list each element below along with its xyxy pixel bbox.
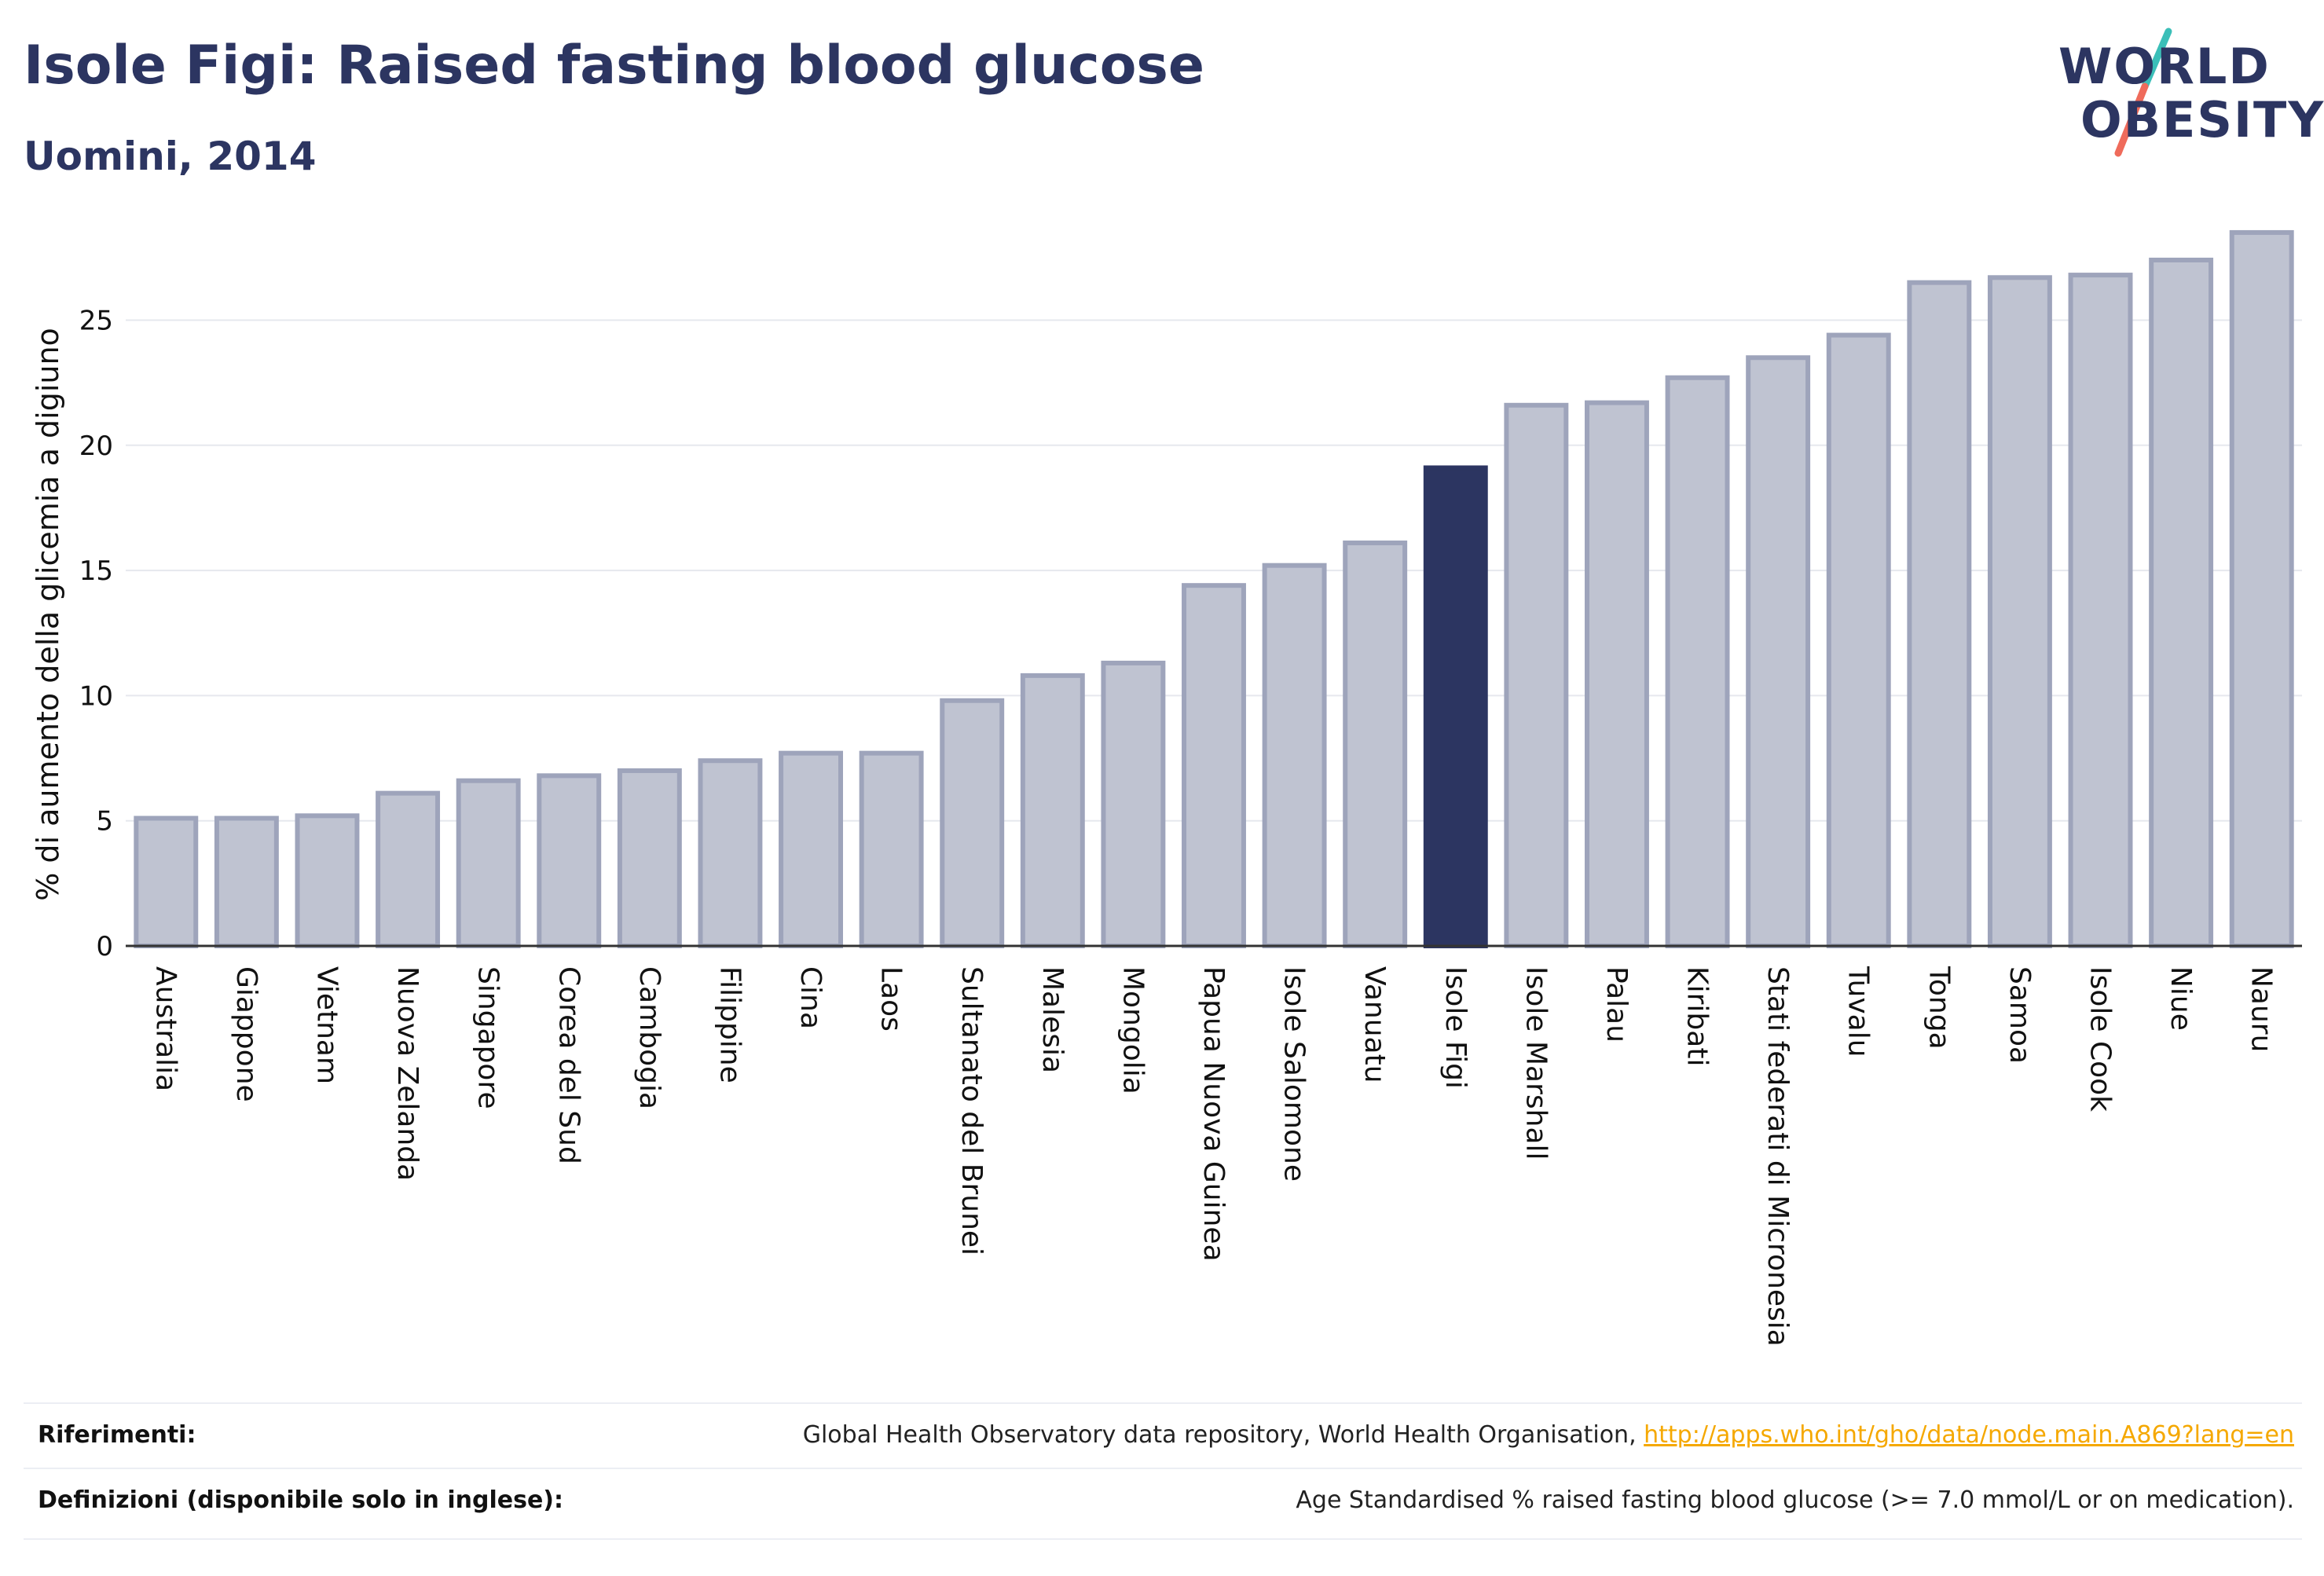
x-tick-label: Papua Nuova Guinea [1197,966,1230,1262]
x-tick-label: Filippine [713,966,746,1083]
y-axis-label: % di aumento della glicemia a digiuno [31,328,65,901]
references-text: Global Health Observatory data repositor… [802,1421,1644,1449]
x-tick-label: Singapore [472,966,504,1109]
bar [214,815,279,948]
bar [376,790,441,948]
bar [456,778,521,948]
bar [295,813,360,949]
bar [2068,273,2133,948]
y-tick-label: 0 [96,931,113,962]
bar [1987,275,2052,948]
bar [1020,673,1085,948]
bar [1504,402,1569,948]
x-tick-label: Cambogia [633,966,665,1109]
x-tick-label: Nuova Zelanda [391,966,423,1181]
x-tick-label: Vanuatu [1358,966,1391,1083]
bar [940,698,1005,948]
x-tick-label: Stati federati di Micronesia [1761,966,1794,1347]
page-subtitle: Uomini, 2014 [24,134,317,179]
x-tick-label: Nauru [2245,966,2278,1052]
x-tick-label: Mongolia [1116,966,1149,1094]
references-link[interactable]: http://apps.who.int/gho/data/node.main.A… [1644,1421,2294,1449]
x-tick-label: Tonga [1923,966,1955,1050]
references-label: Riferimenti: [38,1421,196,1449]
x-tick-label: Malesia [1036,966,1069,1073]
definitions-row: Definizioni (disponibile solo in inglese… [24,1468,2302,1532]
bar [779,750,843,948]
x-tick-label: Giappone [230,966,262,1102]
x-tick-label: Isole Cook [2084,966,2117,1112]
bar-chart: 0 5 10 15 20 25 % di aumento della glicemia a … [31,229,2302,1347]
y-tick-label: 25 [79,305,113,336]
y-tick-label: 5 [96,806,113,837]
x-tick-label: Tuvalu [1842,966,1875,1057]
references-value: Global Health Observatory data repositor… [803,1421,2294,1449]
bar [2149,257,2214,948]
bar-highlight [1423,465,1488,948]
bar [698,758,763,949]
logo-word-obesity: OBESITY [2080,91,2324,148]
bar [617,768,682,948]
x-tick-label: Laos [875,966,907,1032]
bar [2229,229,2294,948]
bar [537,773,602,949]
y-tick-label: 20 [79,431,113,462]
bar [1665,375,1730,949]
y-tick-label: 10 [79,680,113,712]
world-obesity-logo: WORLD OBESITY [2051,24,2323,165]
references-row: Riferimenti: Global Health Observatory d… [24,1402,2302,1467]
logo-slash-icon [2114,27,2172,157]
x-tick-label: Niue [2165,966,2197,1031]
y-tick-label: 15 [79,555,113,587]
bar [1746,355,1811,948]
bar [1826,332,1891,949]
bar [1343,541,1408,948]
x-tick-label: Kiribati [1681,966,1714,1066]
bar [1101,660,1166,948]
x-tick-label: Samoa [2003,966,2036,1064]
x-tick-label: Isole Marshall [1519,966,1552,1160]
bar [859,750,924,948]
bar [134,815,199,948]
x-tick-label: Isole Figi [1439,966,1472,1089]
x-tick-label: Cina [794,966,827,1029]
bar [1907,280,1972,949]
logo-word-world: WORLD [2058,38,2271,95]
x-tick-label: Isole Salomone [1278,966,1310,1182]
bar [1262,563,1327,948]
bar [1182,583,1246,948]
table-bottom-divider [24,1538,2302,1540]
x-tick-label: Palau [1600,966,1633,1043]
x-tick-label: Australia [149,966,181,1091]
definitions-label: Definizioni (disponibile solo in inglese… [38,1486,563,1514]
definitions-value: Age Standardised % raised fasting blood … [1296,1486,2294,1514]
x-tick-label: Sultanato del Brunei [955,966,988,1255]
page-title: Isole Figi: Raised fasting blood glucose [24,35,1205,97]
bar [1585,400,1649,948]
x-tick-label: Corea del Sud [552,966,585,1164]
x-tick-label: Vietnam [310,966,343,1084]
